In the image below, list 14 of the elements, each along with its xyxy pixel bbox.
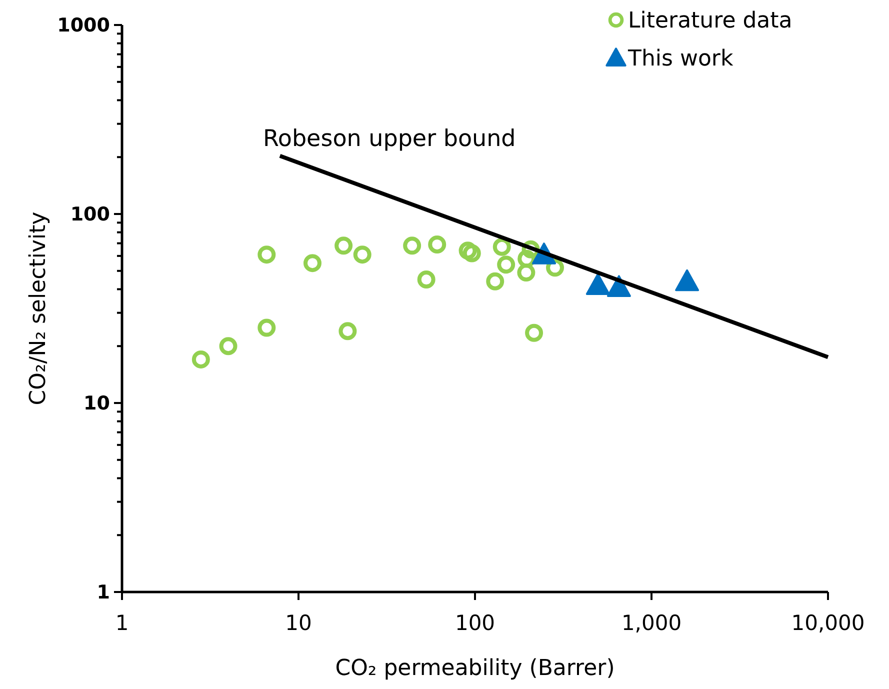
x-tick-label: 100: [454, 611, 496, 635]
y-tick-label: 100: [70, 204, 110, 226]
y-tick-label: 10: [84, 392, 110, 415]
y-tick-label: 1000: [57, 14, 110, 37]
x-tick-label: 10: [285, 611, 312, 635]
x-tick-label: 10,000: [791, 611, 865, 635]
y-axis-title: CO₂/N₂ selectivity: [26, 212, 51, 406]
y-tick-label: 1: [96, 582, 110, 604]
x-axis-title: CO₂ permeability (Barrer): [335, 656, 615, 681]
x-tick-label: 1: [115, 611, 129, 635]
x-tick-label: 1,000: [621, 611, 682, 635]
legend-label: This work: [627, 46, 734, 72]
legend-label: Literature data: [628, 8, 792, 34]
series-label: Robeson upper bound: [262, 126, 516, 152]
